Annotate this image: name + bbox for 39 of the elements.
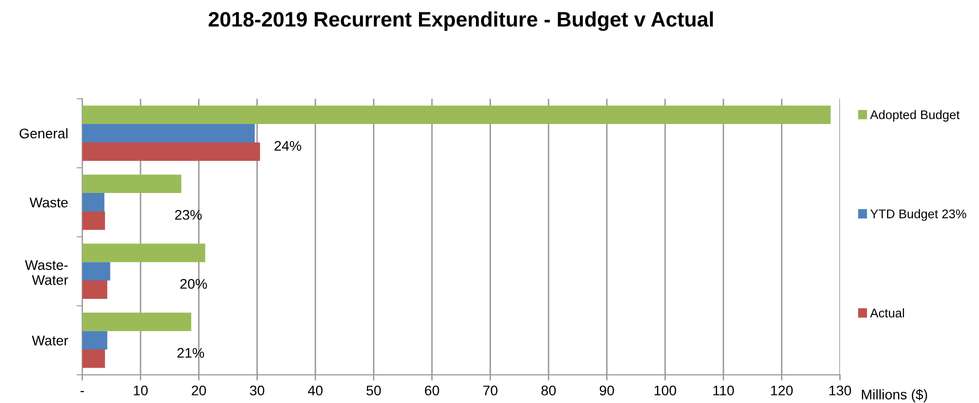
- y-tick-label: Waste- Water: [24, 260, 68, 285]
- x-axis-title: Millions ($): [862, 389, 928, 402]
- x-tick-label: -: [80, 391, 84, 392]
- bar: [82, 244, 206, 262]
- x-tick-label: 110: [713, 386, 734, 396]
- legend-label: YTD Budget 23%: [870, 209, 966, 221]
- x-tick-label: 30: [250, 386, 264, 396]
- chart-title: 2018-2019 Recurrent Expenditure - Budget v Actual: [208, 11, 713, 31]
- bar: [82, 106, 831, 124]
- bar: [82, 142, 260, 161]
- x-tick-label: 100: [654, 386, 676, 396]
- x-tick-label: 60: [424, 386, 440, 396]
- y-tick-label: Water: [32, 336, 68, 346]
- x-tick-label: 50: [366, 386, 381, 396]
- bar: [82, 124, 255, 142]
- x-tick-label: 10: [134, 386, 148, 396]
- annotation: 23%: [175, 210, 202, 220]
- annotation: 20%: [180, 278, 207, 289]
- bar: [82, 193, 104, 212]
- bar: [82, 331, 108, 350]
- bar: [82, 280, 108, 299]
- y-tick-label: Waste: [30, 198, 68, 208]
- annotation: 24%: [274, 140, 302, 151]
- legend-label: Actual: [870, 308, 904, 318]
- bar: [82, 262, 110, 280]
- x-tick-label: 80: [541, 386, 556, 396]
- bar: [82, 312, 192, 332]
- bar: [82, 174, 182, 194]
- bar: [82, 211, 105, 230]
- x-tick-label: 20: [192, 386, 206, 396]
- x-tick-label: 130: [829, 386, 852, 396]
- bar: [82, 349, 105, 368]
- legend-label: Adopted Budget: [870, 110, 960, 122]
- x-tick-label: 120: [771, 386, 793, 396]
- y-tick-label: General: [20, 128, 68, 138]
- x-tick-label: 40: [308, 386, 323, 396]
- x-tick-label: 90: [600, 386, 614, 396]
- annotation: 21%: [177, 348, 204, 358]
- x-tick-label: 70: [483, 386, 498, 396]
